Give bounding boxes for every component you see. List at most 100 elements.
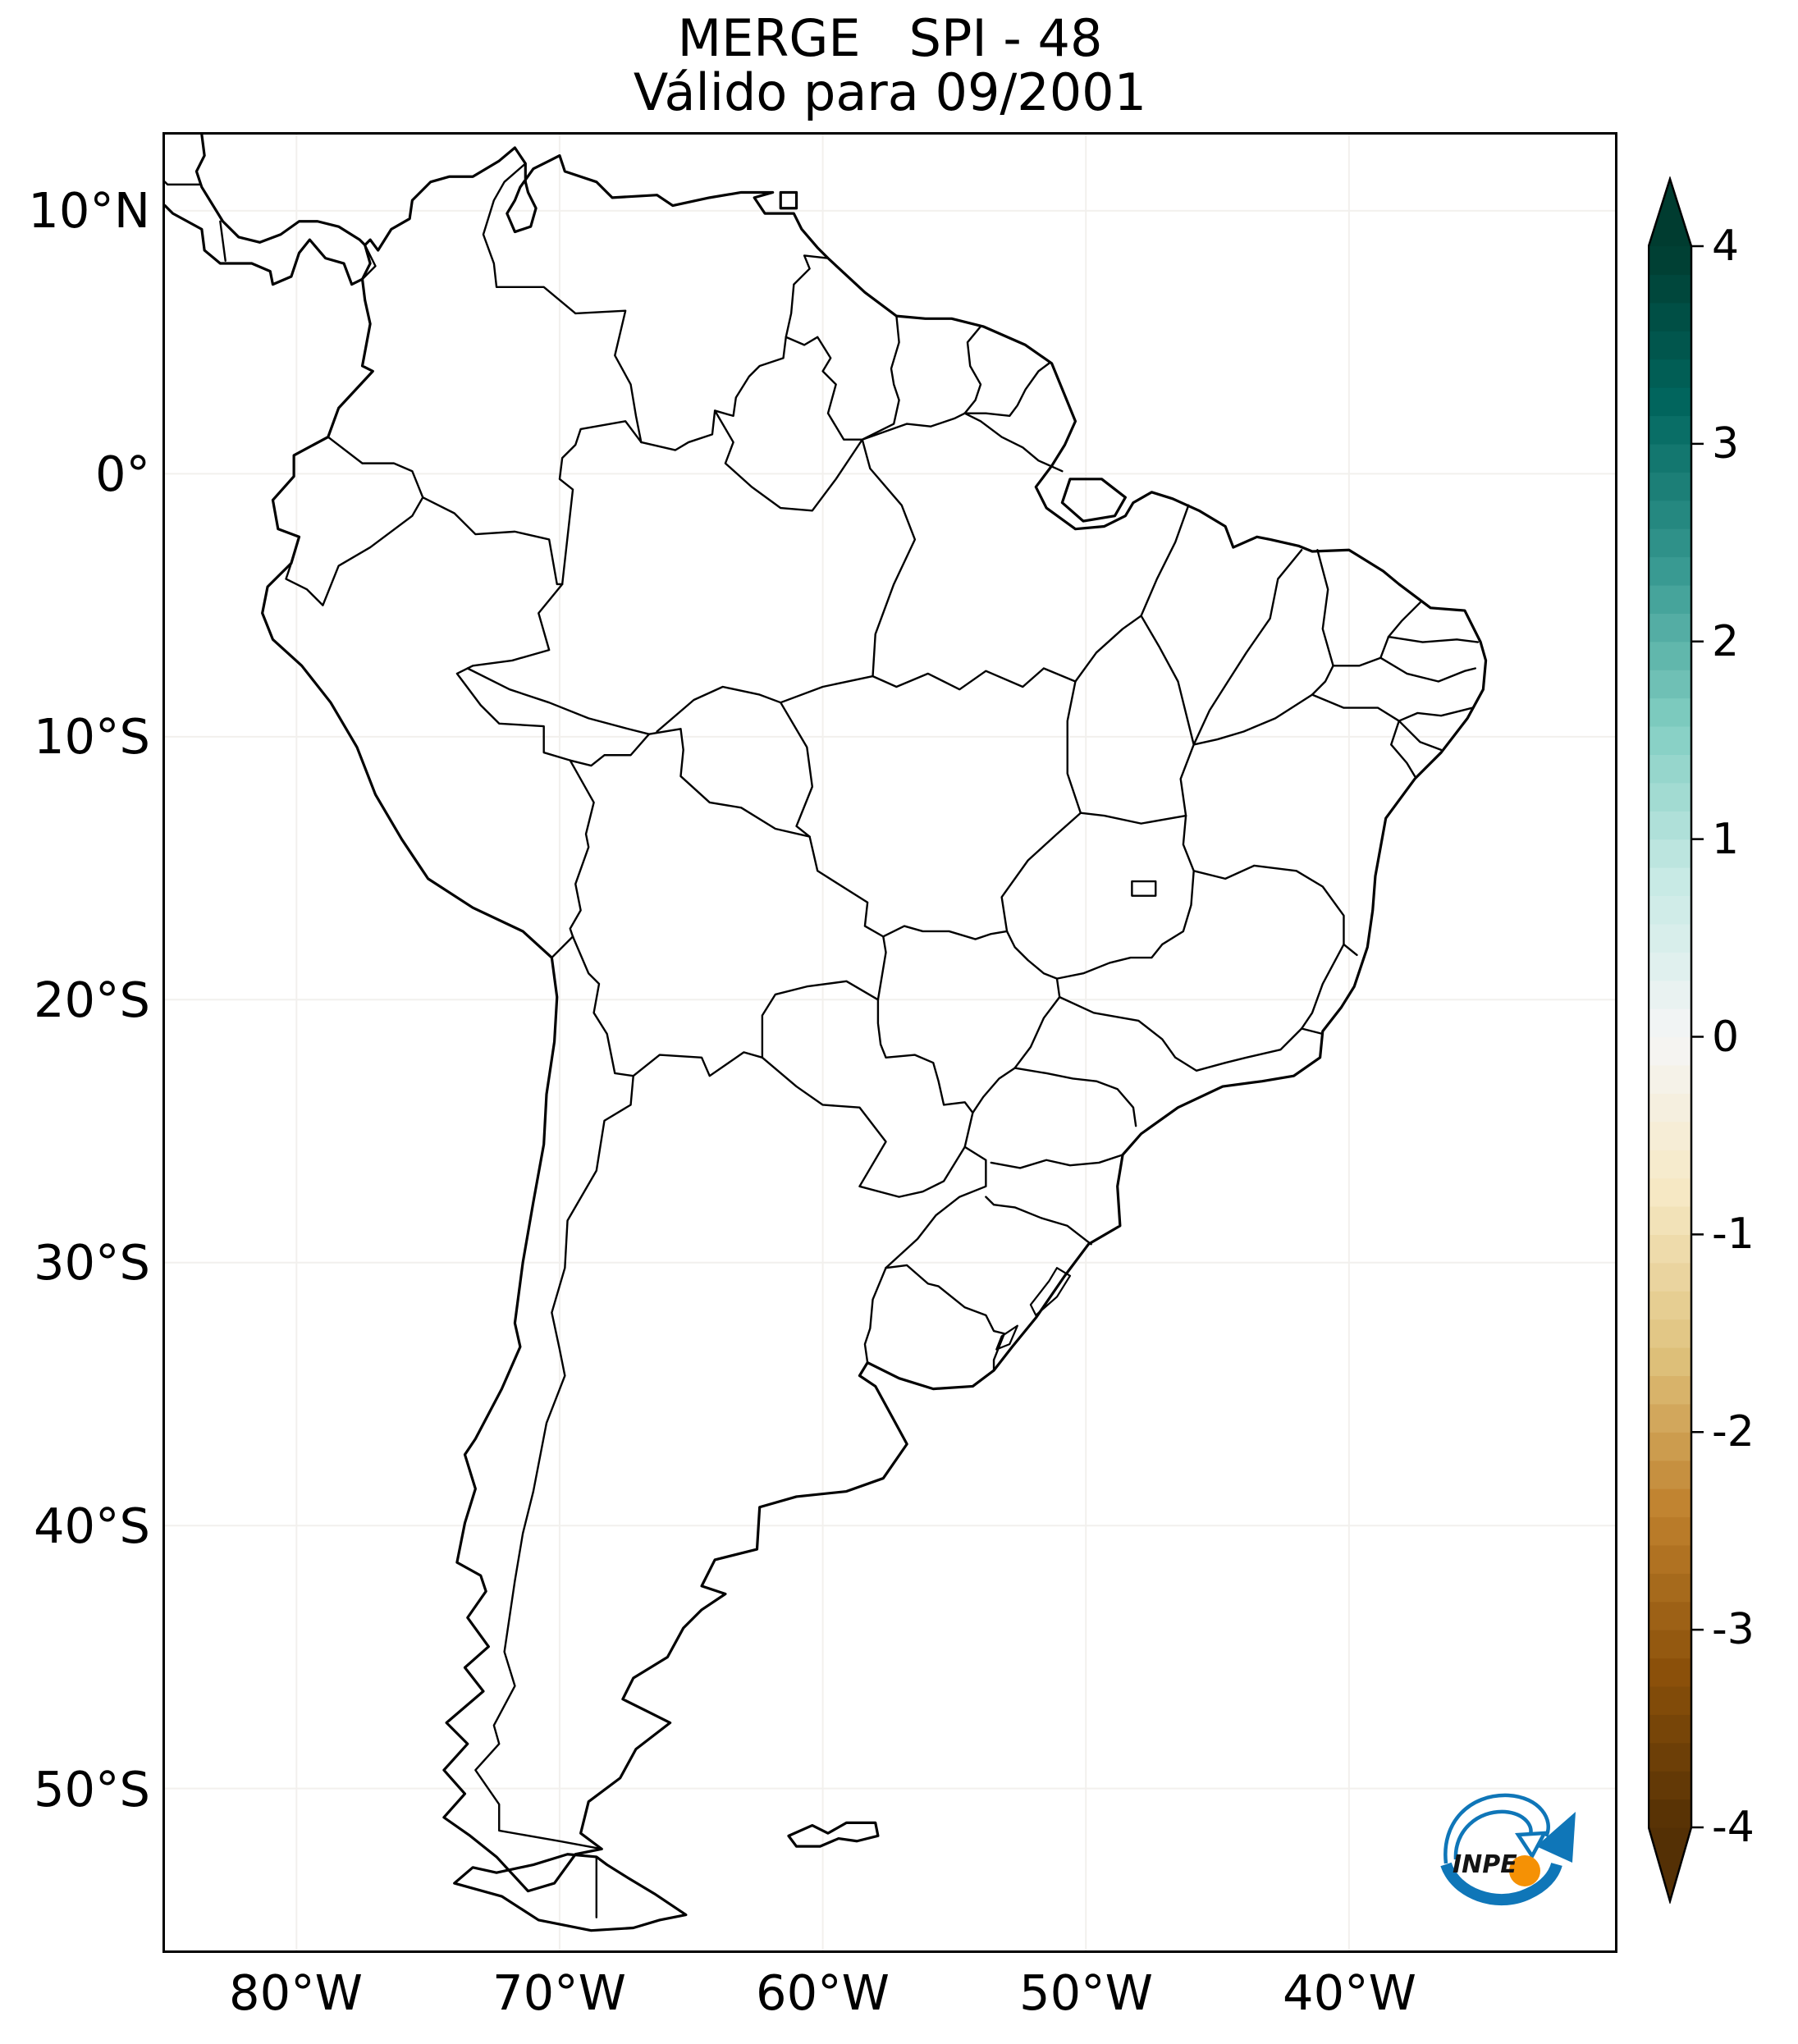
logo-inner-curl <box>1453 1809 1533 1860</box>
colorbar-tick-label: 1 <box>1712 814 1740 864</box>
colorbar-band <box>1649 584 1691 614</box>
colorbar-tick-label: 0 <box>1712 1012 1740 1062</box>
map-feature-state-go-ms <box>1005 930 1059 980</box>
map-feature-border-colombia-ecuador <box>327 436 424 499</box>
colorbar-band <box>1649 1573 1691 1603</box>
colorbar-band <box>1649 697 1691 727</box>
map-feature-state-mg-es <box>1300 943 1345 1030</box>
map-feature-state-sc-rs <box>985 1196 1092 1246</box>
map-feature-border-frguiana-brazil <box>963 362 1050 418</box>
map-feature-state-pi-ba <box>1192 693 1314 746</box>
map-feature-state-df <box>1131 880 1157 897</box>
map-feature-lagoa-dos-patos <box>1029 1267 1072 1316</box>
logo-text: INPE <box>1453 1850 1517 1879</box>
colorbar-band <box>1649 331 1691 360</box>
logo-swoosh-arc <box>1440 1862 1562 1906</box>
colorbar-band <box>1649 923 1691 953</box>
map-feature-state-al-se <box>1398 720 1443 752</box>
map-feature-state-pa-ma <box>1140 504 1190 617</box>
map-feature-border-bolivia-paraguay <box>761 980 880 1059</box>
colorbar-band <box>1649 1714 1691 1744</box>
map-feature-state-pa-mt <box>872 667 1077 691</box>
colorbar-band <box>1649 556 1691 586</box>
colorbar-band <box>1649 1403 1691 1433</box>
colorbar-tick-label: 2 <box>1712 616 1740 666</box>
map-feature-state-ma-pi <box>1192 549 1303 746</box>
map-feature-state-mg-sp <box>1058 995 1227 1072</box>
map-feature-state-pa-to <box>1074 615 1142 683</box>
colorbar-tick-label: -1 <box>1712 1209 1755 1260</box>
map-feature-border-bolivia-argentina <box>632 1051 764 1077</box>
colorbar-band <box>1649 1516 1691 1546</box>
colorbar-band <box>1649 1121 1691 1150</box>
colorbar-band <box>1649 359 1691 388</box>
map-feature-border-colombia-venezuela <box>482 162 643 444</box>
colorbar-band <box>1649 274 1691 304</box>
colorbar-band <box>1649 1234 1691 1264</box>
map-feature-state-pe-ba <box>1311 693 1400 722</box>
colorbar-band <box>1649 1685 1691 1715</box>
logo-outer-curl <box>1443 1793 1550 1864</box>
map-feature-state-mg-rj <box>1224 1027 1303 1064</box>
logo-orange-ball <box>1509 1855 1540 1886</box>
map-feature-state-es-rj <box>1300 1027 1324 1036</box>
south-america-map <box>165 135 1615 1950</box>
title-line-1: MERGE SPI - 48 <box>677 8 1103 68</box>
inpe-logo: INPE <box>1433 1786 1589 1910</box>
colorbar-band <box>1649 1488 1691 1518</box>
colorbar-band <box>1649 443 1691 473</box>
colorbar-band <box>1649 980 1691 1009</box>
colorbar <box>1648 176 1704 1904</box>
colorbar-band <box>1649 1008 1691 1038</box>
map-feature-border-argentina-uruguay <box>863 1266 887 1364</box>
map-feature-state-ms-mg <box>1055 977 1061 999</box>
map-feature-border-peru-chile <box>551 935 574 959</box>
map-feature-border-brazil-uruguay <box>885 1264 1006 1372</box>
map-feature-state-ms-pr <box>972 1067 1016 1114</box>
colorbar-band <box>1649 1036 1691 1066</box>
map-feature-state-ce-rn <box>1387 601 1421 638</box>
colorbar-band <box>1649 387 1691 417</box>
map-feature-state-am-mt <box>780 674 874 704</box>
map-feature-border-nicaragua-costarica <box>165 181 200 186</box>
colorbar-tick-label: -2 <box>1712 1407 1755 1457</box>
map-feature-state-to-go <box>1079 812 1187 825</box>
colorbar-extend-max <box>1649 179 1691 246</box>
map-feature-border-paraguay-argentina <box>761 1056 966 1198</box>
map-feature-state-ce-pi <box>1316 549 1334 667</box>
colorbar-band <box>1649 725 1691 755</box>
map-feature-central-america-pacific-coast <box>165 203 364 286</box>
logo-down-arrow <box>1515 1831 1548 1860</box>
y-tick-label: 50°S <box>33 1760 150 1818</box>
map-feature-border-ecuador-peru <box>285 496 424 606</box>
map-feature-state-pi-pe <box>1311 665 1334 696</box>
map-feature-border-venezuela-guyana <box>785 254 830 338</box>
colorbar-band <box>1649 415 1691 445</box>
map-feature-state-go-ba <box>1182 814 1195 872</box>
colorbar-band <box>1649 1150 1691 1179</box>
map-feature-state-ce-pe <box>1332 656 1382 667</box>
colorbar-tick-label: 3 <box>1712 418 1740 469</box>
map-feature-state-go-mg <box>1055 870 1195 980</box>
colorbar-band <box>1649 1319 1691 1348</box>
map-feature-state-to-ba <box>1179 743 1195 817</box>
colorbar-band <box>1649 302 1691 332</box>
colorbar-band <box>1649 811 1691 840</box>
map-feature-border-costarica-panama <box>219 220 226 263</box>
map-feature-tierra-del-fuego <box>453 1853 688 1932</box>
map-feature-state-ap-pa <box>963 412 1064 473</box>
colorbar-tick-label: 4 <box>1712 222 1740 271</box>
colorbar-band <box>1649 839 1691 868</box>
inpe-logo-graphic: INPE <box>1440 1793 1576 1906</box>
map-feature-state-ce-pb <box>1379 635 1390 659</box>
title-line-2: Válido para 09/2001 <box>633 62 1147 122</box>
y-tick-label: 0° <box>94 445 150 502</box>
map-feature-state-am-ro <box>656 685 782 733</box>
x-tick-label: 40°W <box>1283 1964 1416 2021</box>
colorbar-band <box>1649 1291 1691 1320</box>
colorbar-band <box>1649 754 1691 784</box>
x-tick-label: 80°W <box>229 1964 363 2021</box>
map-feature-state-pr-sc <box>990 1154 1124 1169</box>
map-feature-border-guyana-suriname <box>861 314 900 441</box>
logo-arrowhead <box>1536 1812 1576 1863</box>
